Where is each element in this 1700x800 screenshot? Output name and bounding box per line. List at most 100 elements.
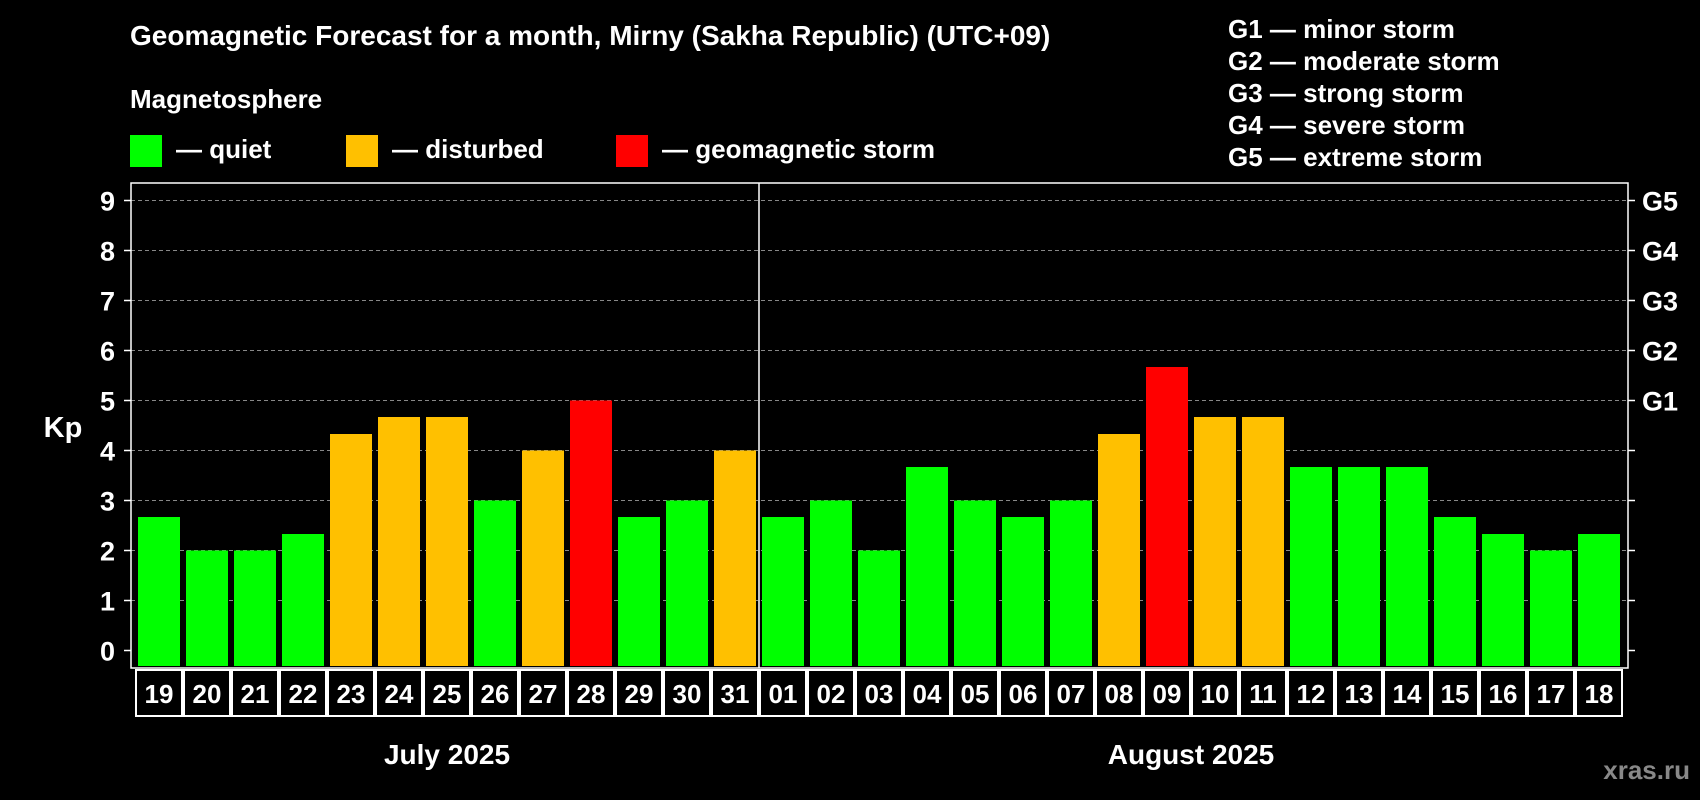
g-legend-g1: G1 — minor storm <box>1228 14 1455 44</box>
bar-26 <box>474 500 516 666</box>
x-tick-label: 01 <box>769 679 798 709</box>
x-tick-label: 16 <box>1489 679 1518 709</box>
x-tick-label: 09 <box>1153 679 1182 709</box>
x-tick-label: 31 <box>721 679 750 709</box>
category-box <box>327 669 375 717</box>
x-tick-label: 25 <box>433 679 462 709</box>
category-box <box>279 669 327 717</box>
bar-13 <box>1338 467 1380 666</box>
bar-06 <box>1002 517 1044 666</box>
category-box <box>471 669 519 717</box>
chart-title: Geomagnetic Forecast for a month, Mirny … <box>130 20 1051 51</box>
x-tick-label: 24 <box>385 679 414 709</box>
bar-19 <box>138 517 180 666</box>
bar-08 <box>1098 434 1140 666</box>
bar-23 <box>330 434 372 666</box>
x-tick-label: 05 <box>961 679 990 709</box>
category-box <box>1287 669 1335 717</box>
bar-05 <box>954 500 996 666</box>
x-tick-label: 03 <box>865 679 894 709</box>
bar-27 <box>522 450 564 666</box>
category-box <box>231 669 279 717</box>
category-box <box>1335 669 1383 717</box>
category-box <box>567 669 615 717</box>
right-tick-label-g4: G4 <box>1642 237 1678 267</box>
x-tick-label: 21 <box>241 679 270 709</box>
x-tick-label: 13 <box>1345 679 1374 709</box>
y-tick-label: 6 <box>100 337 115 367</box>
legend-swatch-disturbed <box>346 135 378 167</box>
x-tick-label: 30 <box>673 679 702 709</box>
category-box <box>519 669 567 717</box>
category-box <box>1431 669 1479 717</box>
y-tick-label: 7 <box>100 287 115 317</box>
bar-10 <box>1194 417 1236 666</box>
category-box <box>1191 669 1239 717</box>
category-box <box>135 669 183 717</box>
x-tick-label: 12 <box>1297 679 1326 709</box>
category-box <box>1575 669 1623 717</box>
watermark: xras.ru <box>1603 755 1690 785</box>
x-tick-label: 04 <box>913 679 942 709</box>
right-tick-label-g1: G1 <box>1642 387 1678 417</box>
y-tick-label: 3 <box>100 487 115 517</box>
bar-09 <box>1146 367 1188 666</box>
bar-25 <box>426 417 468 666</box>
g-legend-g4: G4 — severe storm <box>1228 110 1466 140</box>
category-box <box>1047 669 1095 717</box>
category-box <box>615 669 663 717</box>
category-box <box>1527 669 1575 717</box>
bar-17 <box>1530 550 1572 666</box>
x-tick-label: 17 <box>1537 679 1566 709</box>
legend-swatch-quiet <box>130 135 162 167</box>
right-tick-label-g2: G2 <box>1642 337 1678 367</box>
bar-14 <box>1386 467 1428 666</box>
category-box <box>999 669 1047 717</box>
bar-29 <box>618 517 660 666</box>
category-box <box>711 669 759 717</box>
legend-swatch-storm <box>616 135 648 167</box>
magnetosphere-label: Magnetosphere <box>130 84 323 114</box>
bar-21 <box>234 550 276 666</box>
category-box <box>951 669 999 717</box>
month-label-1: July 2025 <box>384 739 510 770</box>
bar-31 <box>714 450 756 666</box>
bar-28 <box>570 400 612 666</box>
bar-04 <box>906 467 948 666</box>
y-tick-label: 0 <box>100 637 115 667</box>
bar-02 <box>810 500 852 666</box>
x-tick-label: 11 <box>1249 679 1277 709</box>
x-tick-label: 07 <box>1057 679 1086 709</box>
category-box <box>903 669 951 717</box>
category-box <box>1095 669 1143 717</box>
category-box <box>183 669 231 717</box>
y-tick-label: 2 <box>100 537 115 567</box>
bar-01 <box>762 517 804 666</box>
x-tick-label: 19 <box>145 679 174 709</box>
y-axis-label: Kp <box>44 412 83 444</box>
x-tick-label: 22 <box>289 679 318 709</box>
plot-frame <box>130 182 1629 669</box>
bar-11 <box>1242 417 1284 666</box>
x-tick-label: 08 <box>1105 679 1134 709</box>
y-tick-label: 1 <box>100 587 115 617</box>
x-tick-label: 06 <box>1009 679 1038 709</box>
bar-16 <box>1482 534 1524 666</box>
x-tick-label: 27 <box>529 679 558 709</box>
legend-label-disturbed: — disturbed <box>392 134 544 164</box>
category-box <box>1479 669 1527 717</box>
x-tick-label: 28 <box>577 679 606 709</box>
g-legend-g5: G5 — extreme storm <box>1228 142 1483 172</box>
bar-20 <box>186 550 228 666</box>
month-label-2: August 2025 <box>1108 739 1275 770</box>
bar-24 <box>378 417 420 666</box>
y-tick-label: 9 <box>100 187 115 217</box>
x-tick-label: 20 <box>193 679 222 709</box>
category-box <box>855 669 903 717</box>
legend-label-storm: — geomagnetic storm <box>662 134 936 164</box>
bar-30 <box>666 500 708 666</box>
bar-22 <box>282 534 324 666</box>
x-tick-label: 14 <box>1393 679 1422 709</box>
y-tick-label: 4 <box>100 437 115 467</box>
